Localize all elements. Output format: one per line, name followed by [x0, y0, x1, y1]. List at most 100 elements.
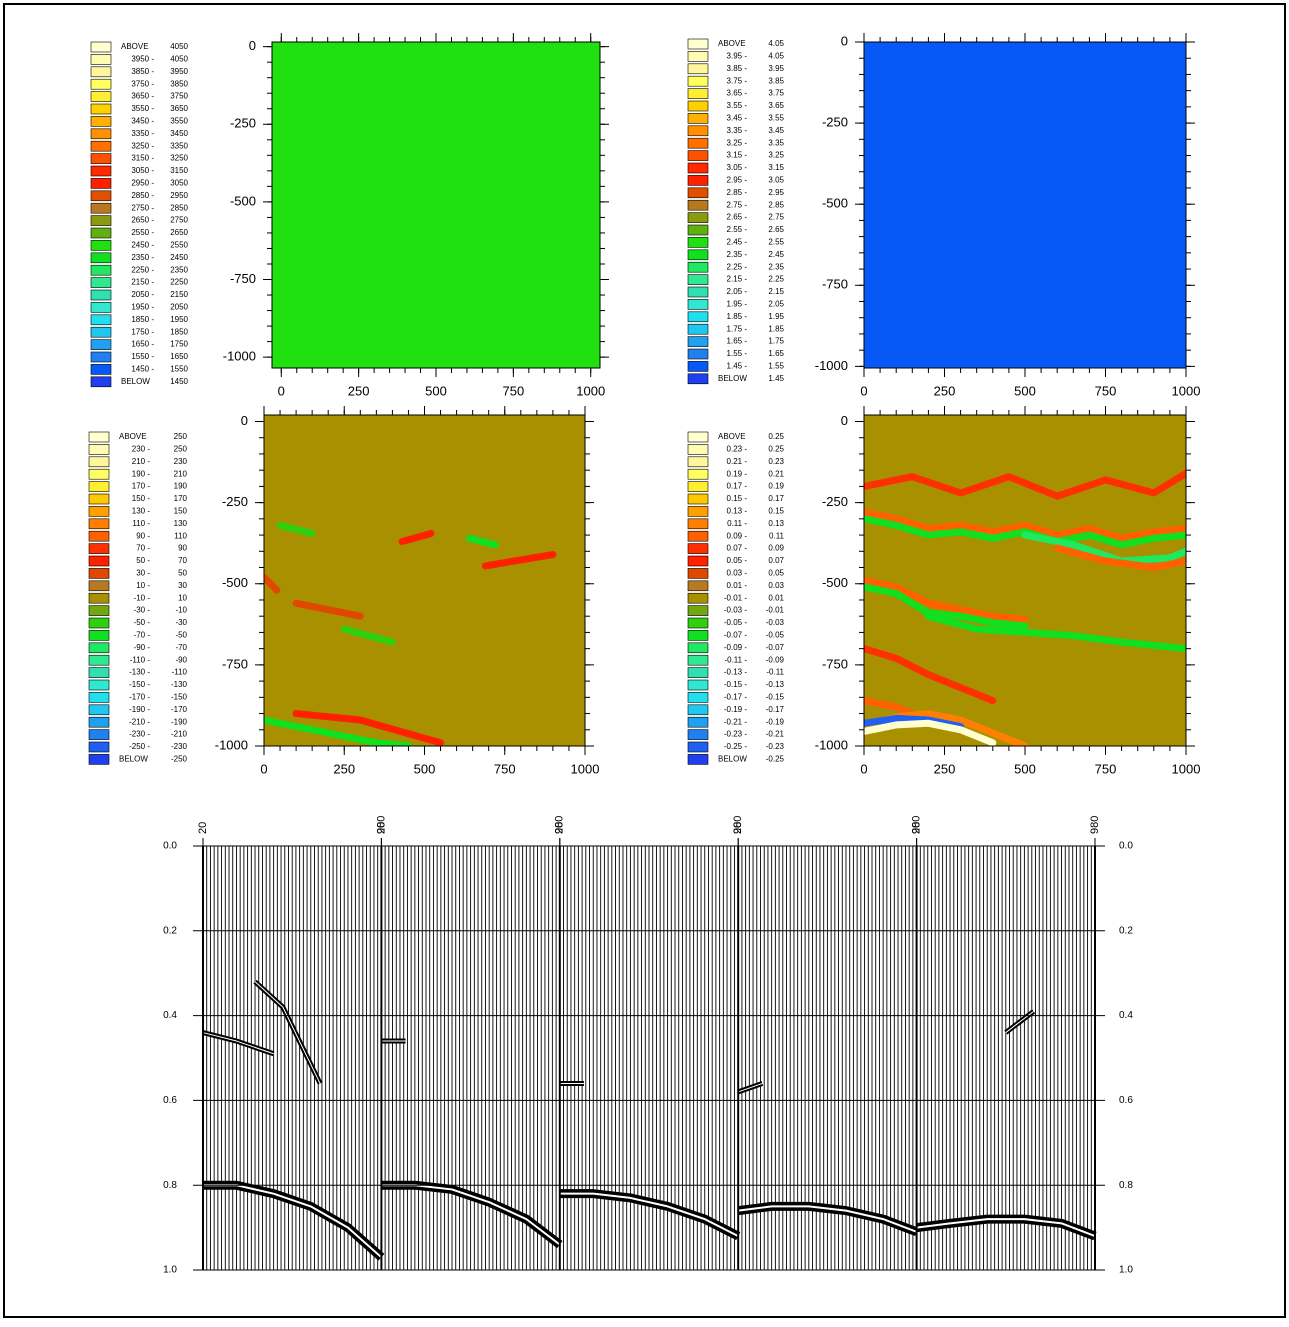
- legend-swatch: [88, 592, 110, 604]
- legend-swatch: [88, 741, 110, 753]
- legend-to: 170: [174, 494, 188, 503]
- legend-from: 70 -: [136, 544, 150, 553]
- legend-swatch: [687, 543, 709, 554]
- legend-from: -70 -: [134, 631, 151, 640]
- legend-from: 3050 -: [131, 166, 154, 175]
- legend-from: -0.21 -: [724, 717, 747, 726]
- legend-swatch: [687, 481, 709, 492]
- legend-to: 3.25: [768, 151, 784, 160]
- legend-from: -0.11 -: [724, 655, 747, 664]
- legend-to: -150: [171, 693, 188, 702]
- legend-from: 90 -: [136, 531, 150, 540]
- x-tick-label: 980: [732, 816, 744, 834]
- legend-to: 150: [174, 507, 188, 516]
- legend-to: 1450: [170, 377, 188, 386]
- legend-to: 2.25: [768, 275, 784, 284]
- legend-swatch: [687, 431, 709, 443]
- legend-to: 30: [178, 581, 187, 590]
- legend-from: 1.85 -: [727, 312, 748, 321]
- legend-from: 3.75 -: [727, 76, 748, 85]
- legend-swatch: [687, 361, 709, 372]
- y-tick-label: -250: [822, 115, 848, 130]
- legend-to: 1.65: [768, 349, 784, 358]
- legend-to: 3250: [170, 154, 188, 163]
- x-tick-label: 500: [414, 761, 436, 776]
- legend-from: 3.55 -: [727, 101, 748, 110]
- y-tick-label: 0: [249, 38, 256, 53]
- legend-swatch: [687, 654, 709, 666]
- legend-from: -0.15 -: [724, 680, 747, 689]
- y-tick-label: -250: [230, 116, 256, 131]
- legend-to: 2750: [170, 216, 188, 225]
- legend-swatch: [687, 299, 709, 310]
- legend-from: -10 -: [134, 593, 151, 602]
- legend-to: 3.15: [768, 163, 784, 172]
- y-tick-label: -500: [822, 575, 848, 590]
- x-tick-label: 0: [860, 761, 867, 776]
- legend-from: 2750 -: [131, 203, 154, 212]
- legend-swatch: [88, 456, 110, 468]
- legend-swatch: [90, 165, 112, 177]
- legend-swatch: [687, 137, 709, 149]
- legend-swatch: [88, 518, 110, 530]
- legend-swatch: [88, 704, 110, 716]
- legend-from: 2.65 -: [727, 213, 748, 222]
- heatmap-event: [864, 577, 1029, 623]
- legend-swatch: [90, 264, 112, 276]
- y-tick-label: -1000: [223, 349, 256, 364]
- legend-from: 170 -: [132, 482, 151, 491]
- x-tick-label: 250: [333, 761, 355, 776]
- y-tick-label: 0: [241, 413, 248, 428]
- y-tick-label: 0: [841, 413, 848, 428]
- reflection-event-trough: [254, 981, 321, 1084]
- legend-to: 2.85: [768, 200, 784, 209]
- legend-to: 3150: [170, 166, 188, 175]
- legend-to: 0.25: [768, 445, 784, 454]
- legend-to: 0.17: [768, 494, 784, 503]
- legend-to: 3450: [170, 129, 188, 138]
- legend-to: 3750: [170, 92, 188, 101]
- legend-to: 10: [178, 593, 187, 602]
- legend-swatch: [687, 237, 709, 248]
- legend-to: 0.09: [768, 544, 784, 553]
- legend-swatch: [687, 518, 709, 530]
- legend-to: 190: [174, 482, 188, 491]
- legend-swatch: [687, 175, 709, 186]
- legend-from: 0.21 -: [727, 457, 748, 466]
- legend-from: 2850 -: [131, 191, 154, 200]
- legend-from: BELOW: [119, 755, 148, 764]
- y-tick-label: -250: [822, 494, 848, 509]
- legend-from: 3.05 -: [727, 163, 748, 172]
- x-tick-label: 1000: [1172, 761, 1201, 776]
- x-tick-label: 20: [554, 822, 566, 834]
- y-tick-label: -1000: [815, 358, 848, 373]
- legend-to: -0.25: [766, 755, 785, 764]
- y-tick-label-right: 1.0: [1119, 1265, 1133, 1276]
- legend-to: 3.55: [768, 114, 784, 123]
- legend-from: 110 -: [132, 519, 150, 528]
- legend-to: 0.05: [768, 569, 784, 578]
- legend-to: -0.05: [766, 631, 785, 640]
- legend-from: 0.15 -: [727, 494, 748, 503]
- legend-swatch: [88, 679, 110, 691]
- legend-to: -0.19: [766, 717, 785, 726]
- x-tick-label: 0: [860, 383, 867, 398]
- legend-from: 3.95 -: [727, 52, 748, 61]
- legend-to: 1750: [170, 340, 188, 349]
- y-tick-label: -500: [222, 575, 248, 590]
- legend-to: 0.11: [769, 531, 785, 540]
- legend-from: 0.07 -: [727, 544, 748, 553]
- legend-swatch: [90, 326, 112, 338]
- legend-swatch: [90, 41, 112, 53]
- legend-to: 2.95: [768, 188, 784, 197]
- y-tick-label: 0.4: [163, 1010, 177, 1021]
- y-tick-label: -250: [222, 494, 248, 509]
- heatmap-event: [864, 645, 997, 705]
- legend-swatch: [687, 162, 709, 174]
- y-tick-label: -500: [822, 196, 848, 211]
- legend-swatch: [687, 555, 709, 567]
- legend-to: 4.05: [768, 52, 784, 61]
- legend-to: 3050: [170, 179, 188, 188]
- legend-to: 1.75: [768, 337, 784, 346]
